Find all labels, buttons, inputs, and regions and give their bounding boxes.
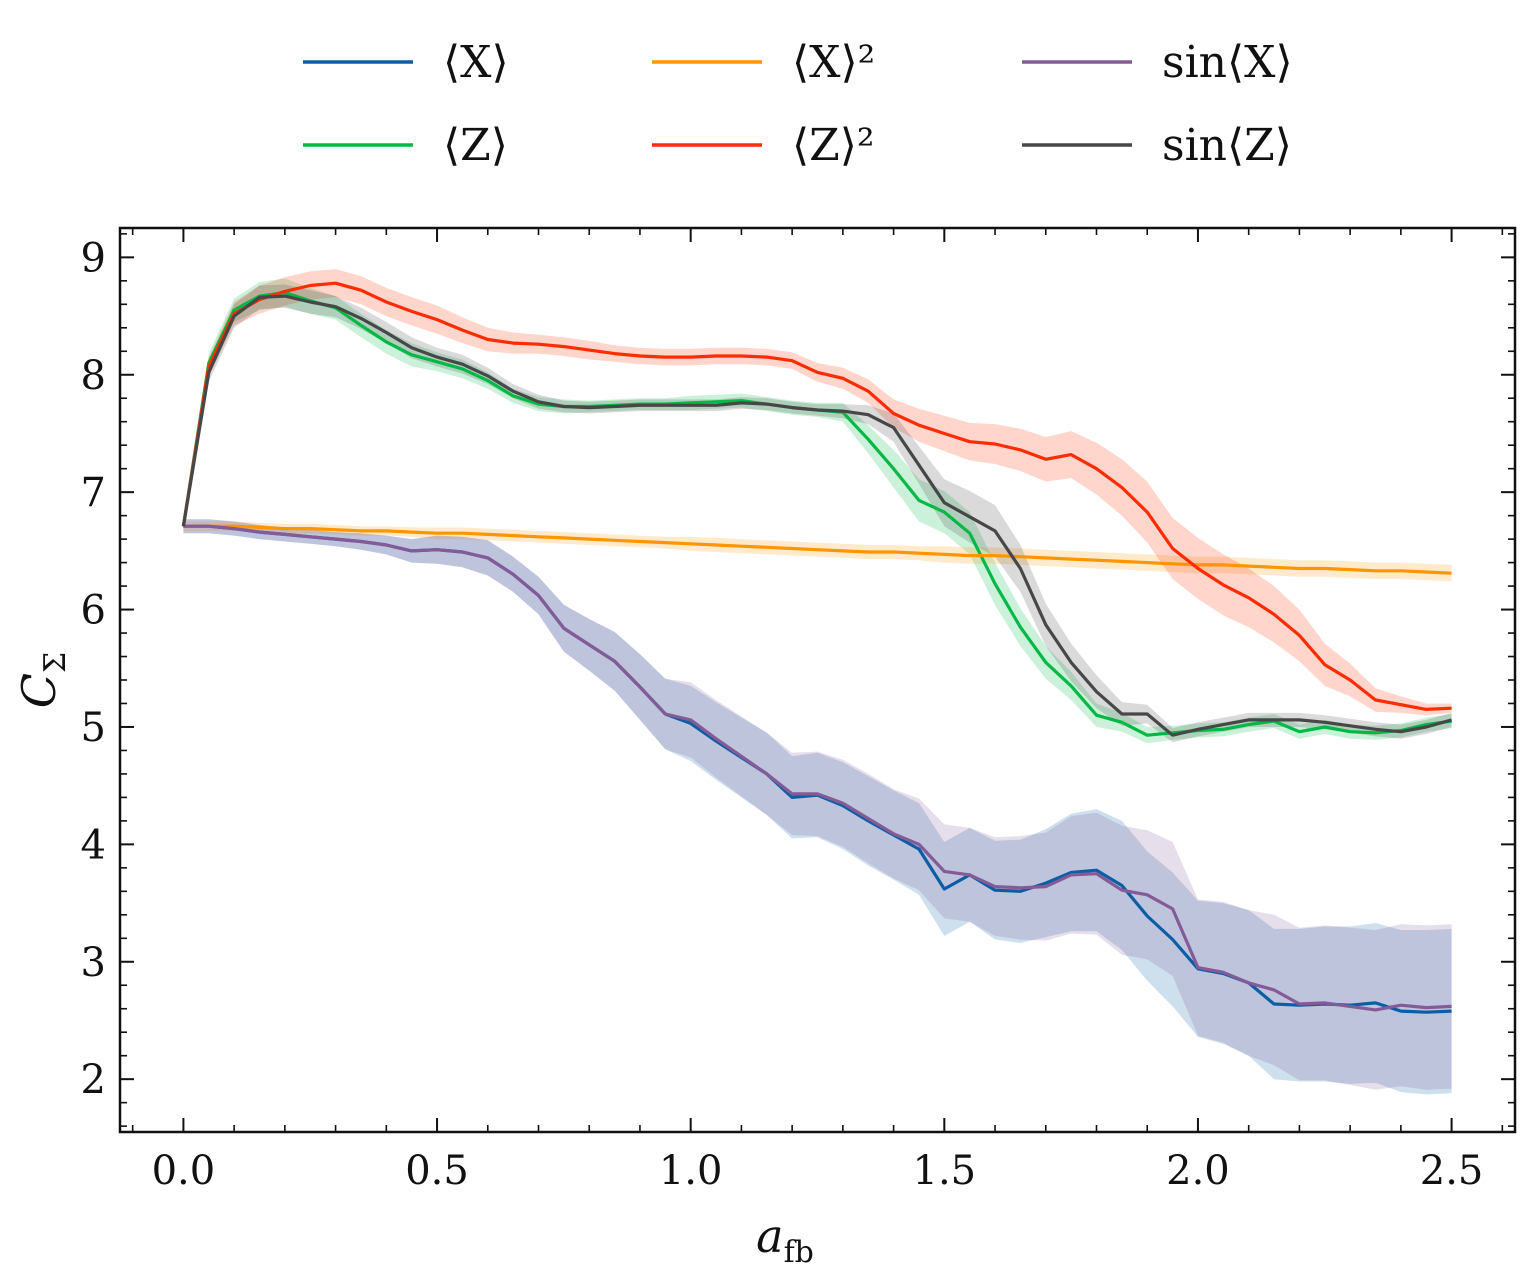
x-tick-label: 1.0 bbox=[659, 1148, 723, 1194]
legend: ⟨X⟩ ⟨Z⟩ ⟨X⟩² ⟨Z⟩² sin⟨X⟩ sin⟨Z⟩ bbox=[303, 37, 1293, 171]
x-tick-label: 0.0 bbox=[152, 1148, 216, 1194]
y-axis-title-main: C bbox=[12, 673, 66, 708]
legend-label-0: ⟨X⟩ bbox=[443, 37, 509, 88]
x-tick-label: 1.5 bbox=[913, 1148, 977, 1194]
series-band-1 bbox=[183, 278, 1452, 744]
series-lines bbox=[181, 281, 1453, 1014]
x-tick-label: 2.5 bbox=[1420, 1148, 1484, 1194]
y-tick-label: 7 bbox=[81, 470, 106, 516]
legend-label-3: ⟨Z⟩² bbox=[792, 120, 875, 171]
axis-ticks bbox=[120, 228, 1515, 1132]
y-tick-label: 6 bbox=[81, 588, 106, 634]
y-tick-label: 4 bbox=[81, 822, 106, 868]
series-band-0 bbox=[183, 519, 1452, 1095]
legend-label-5: sin⟨Z⟩ bbox=[1162, 120, 1292, 171]
legend-label-2: ⟨X⟩² bbox=[792, 37, 875, 88]
y-axis-title: CΣ bbox=[12, 652, 73, 708]
y-tick-label: 3 bbox=[81, 940, 106, 986]
legend-label-1: ⟨Z⟩ bbox=[443, 120, 508, 171]
x-axis-title: afb bbox=[756, 1209, 814, 1270]
x-axis-title-main: a bbox=[756, 1209, 783, 1263]
series-band-3 bbox=[183, 269, 1452, 716]
axis-tick-labels: 0.0 0.5 1.0 1.5 2.0 2.5 2 3 4 5 6 7 8 9 bbox=[81, 235, 1484, 1194]
y-tick-label: 2 bbox=[81, 1057, 106, 1103]
series-line-5 bbox=[181, 294, 1453, 737]
x-tick-label: 2.0 bbox=[1166, 1148, 1230, 1194]
legend-label-4: sin⟨X⟩ bbox=[1162, 37, 1293, 88]
y-tick-label: 5 bbox=[81, 705, 106, 751]
series-line-4 bbox=[183, 524, 1452, 1012]
y-axis-title-sub: Σ bbox=[38, 652, 73, 673]
series-line-2 bbox=[183, 524, 1452, 575]
series-line-3 bbox=[181, 281, 1452, 712]
series-band-4 bbox=[183, 519, 1452, 1090]
y-tick-label: 8 bbox=[81, 353, 106, 399]
y-tick-label: 9 bbox=[81, 235, 106, 281]
x-tick-label: 0.5 bbox=[405, 1148, 469, 1194]
x-axis-title-sub: fb bbox=[784, 1235, 814, 1270]
